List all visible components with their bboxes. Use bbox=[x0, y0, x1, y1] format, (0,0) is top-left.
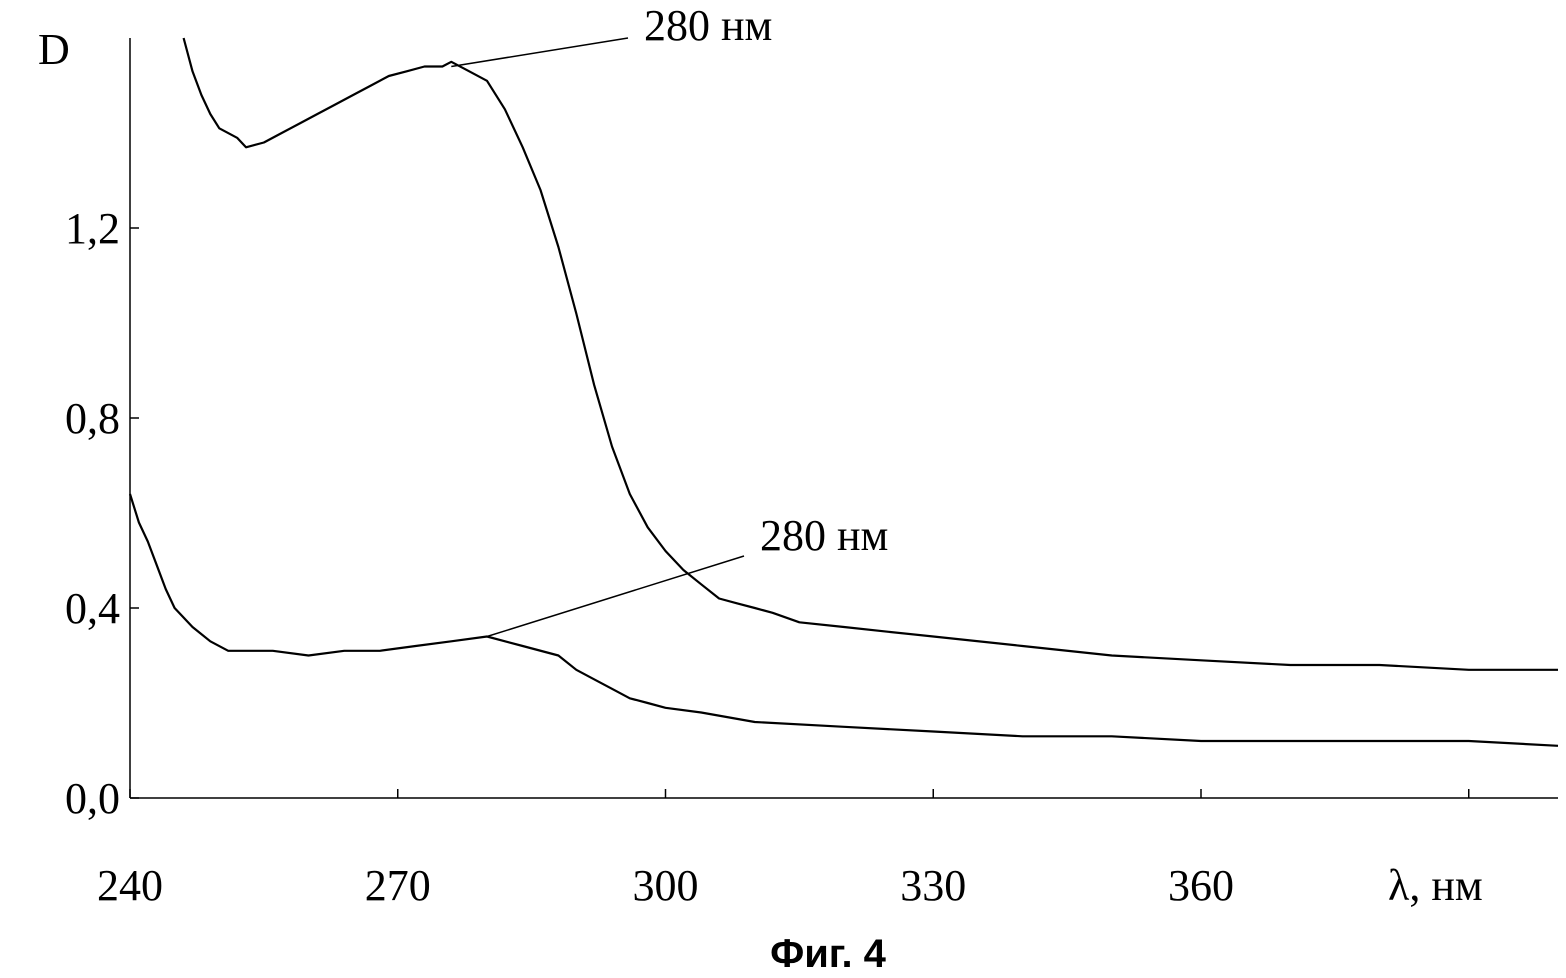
y-tick-label: 0,8 bbox=[65, 394, 120, 443]
peak-annotations: 280 нм 280 нм bbox=[451, 1, 888, 637]
y-tick-label: 0,4 bbox=[65, 584, 120, 633]
spectrum-curves bbox=[130, 38, 1558, 746]
x-tick-label: 240 bbox=[97, 861, 163, 910]
annotation-leader-line bbox=[487, 556, 744, 637]
figure-caption: Фиг. 4 bbox=[770, 932, 887, 976]
annotation-label: 280 нм bbox=[644, 1, 772, 50]
axes: 0,0 0,4 0,8 1,2 240 270 300 330 360 bbox=[65, 38, 1558, 910]
x-tick-label: 360 bbox=[1168, 861, 1234, 910]
spectrum-line-1 bbox=[184, 38, 1558, 670]
y-tick-label: 1,2 bbox=[65, 204, 120, 253]
annotation-label: 280 нм bbox=[760, 511, 888, 560]
y-axis-label: D bbox=[38, 25, 70, 74]
annotation-leader-line bbox=[451, 38, 628, 67]
x-axis-label: λ, нм bbox=[1388, 861, 1483, 910]
x-tick-label: 330 bbox=[900, 861, 966, 910]
x-tick-label: 300 bbox=[633, 861, 699, 910]
x-tick-label: 270 bbox=[365, 861, 431, 910]
y-tick-label: 0,0 bbox=[65, 774, 120, 823]
